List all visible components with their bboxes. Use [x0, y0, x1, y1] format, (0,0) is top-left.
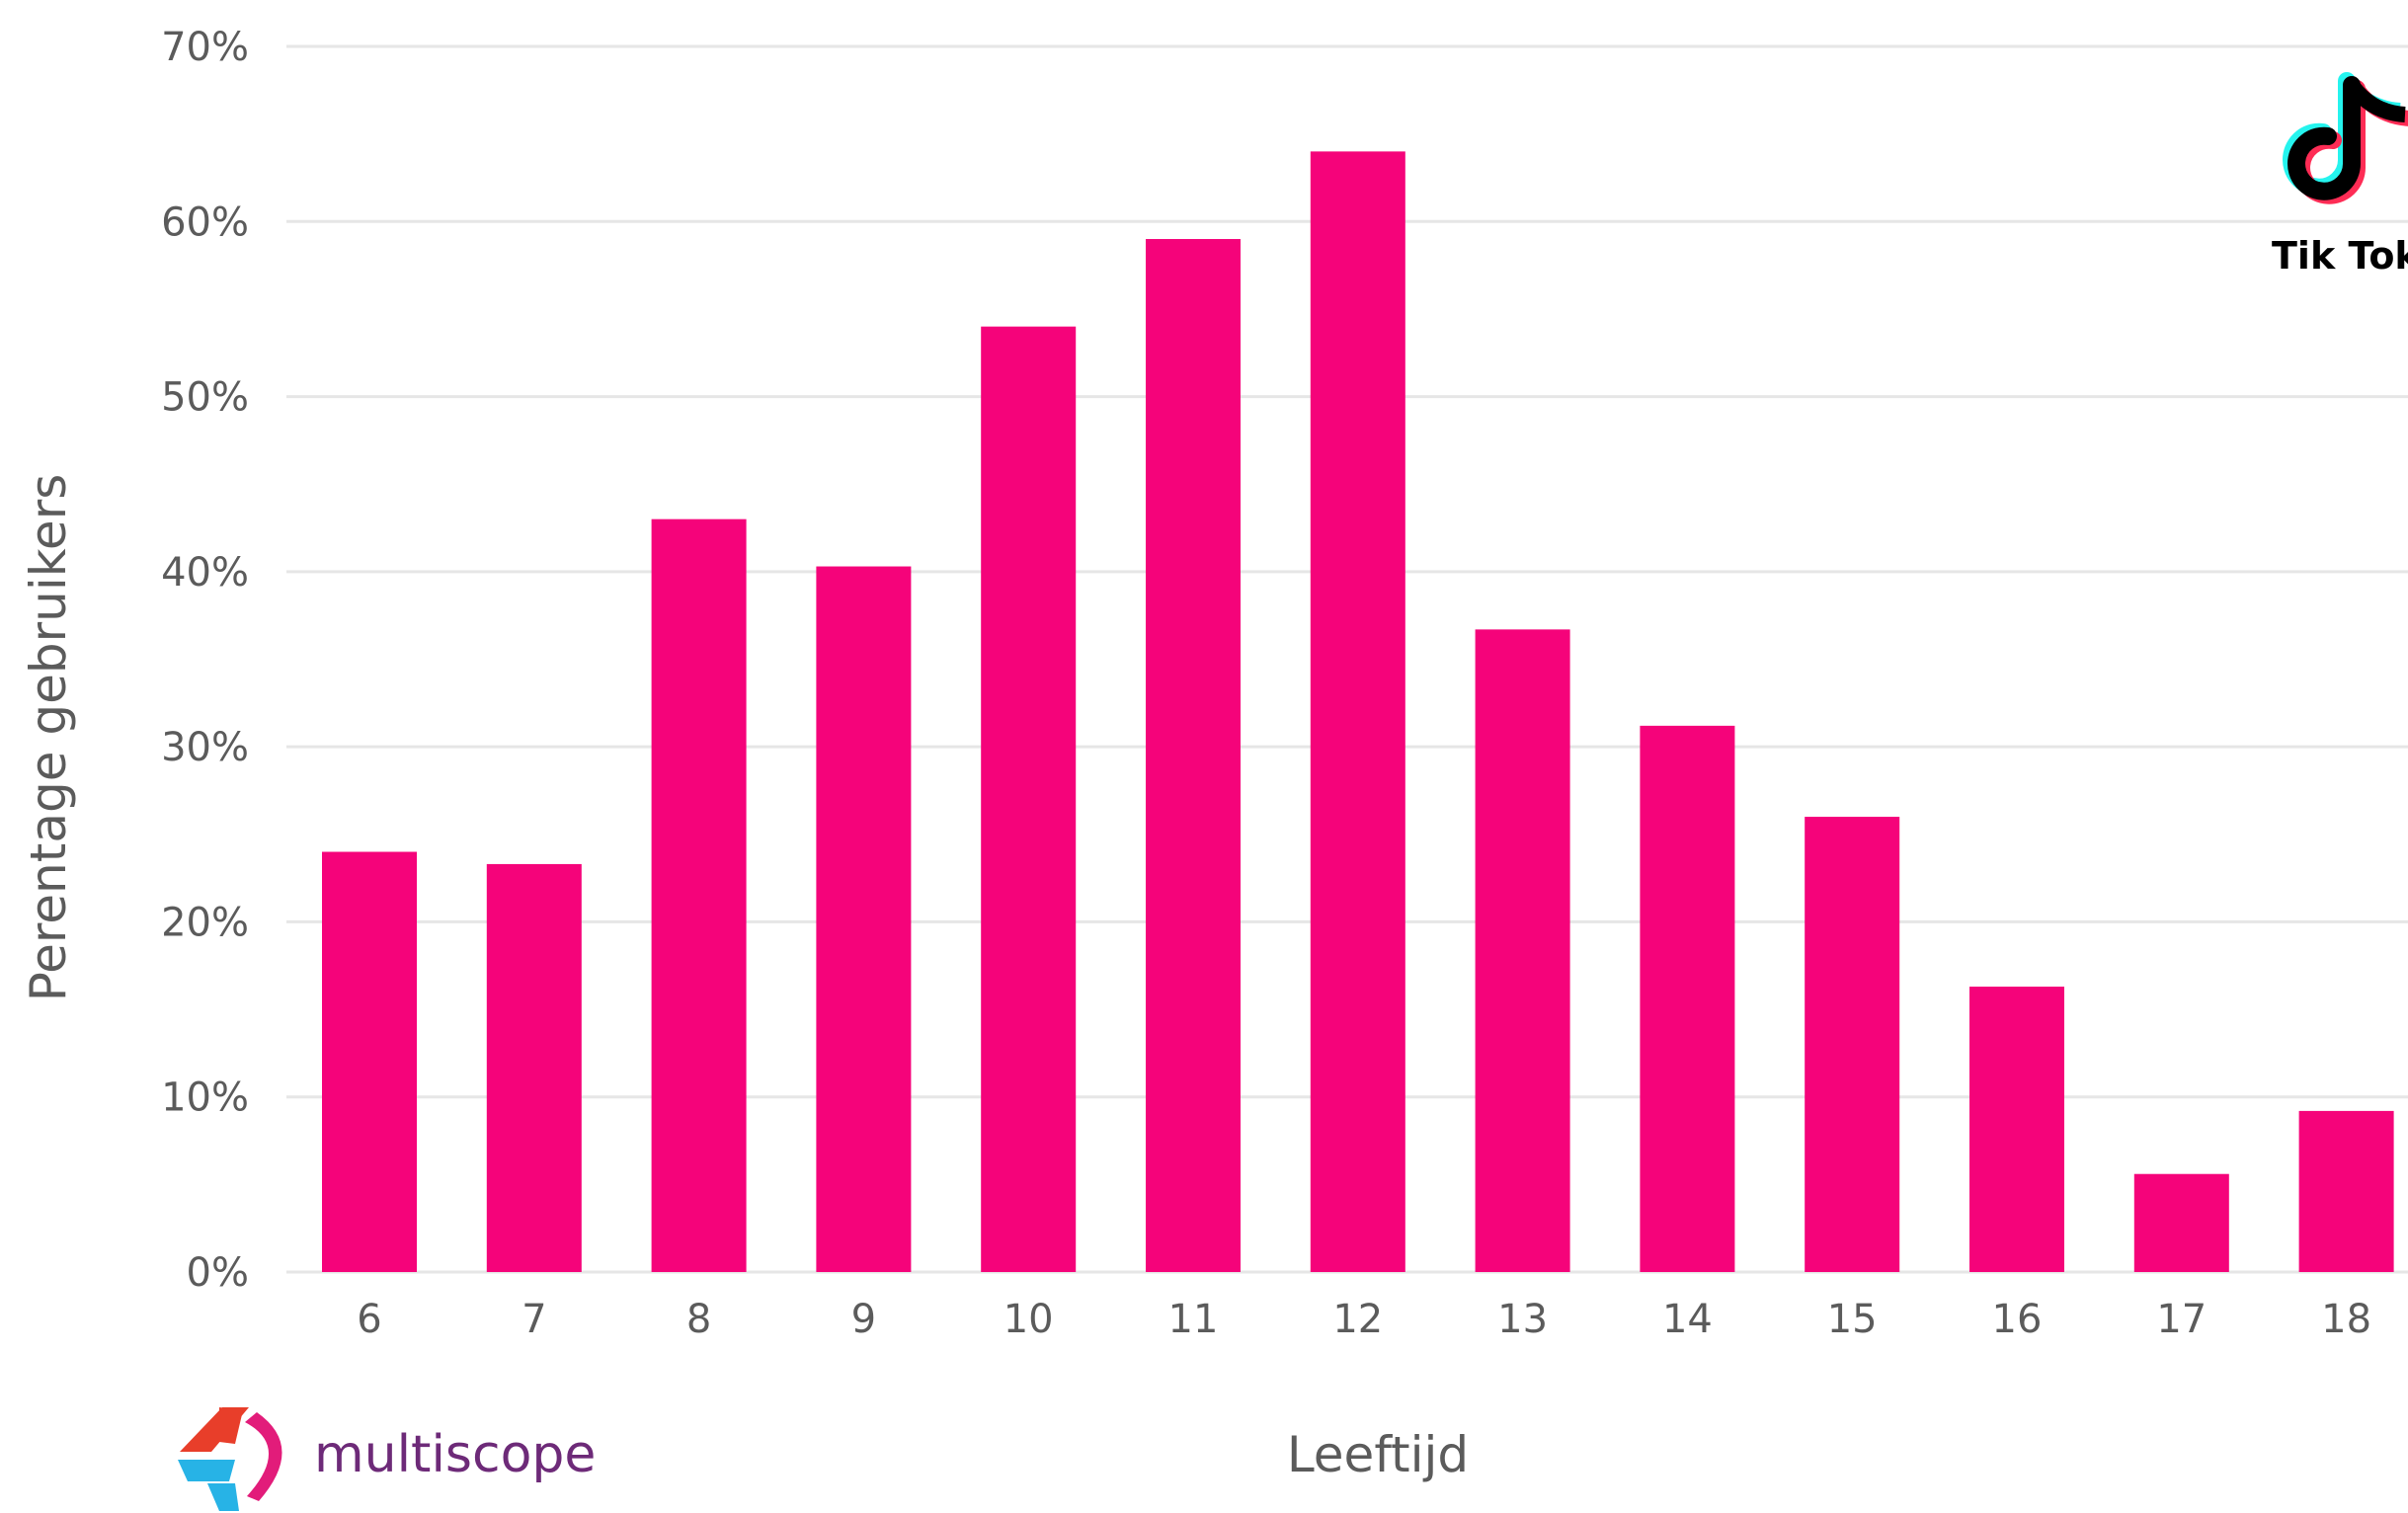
multiscope-logo-text: multiscope: [314, 1425, 596, 1484]
tiktok-logo: Tik Tok: [2272, 72, 2408, 278]
x-tick-label: 17: [2156, 1297, 2207, 1342]
x-tick-label: 15: [1827, 1297, 1878, 1342]
x-tick-label: 9: [851, 1297, 876, 1342]
x-tick-label: 14: [1662, 1297, 1713, 1342]
y-tick-label: 20%: [161, 900, 249, 945]
y-axis-title: Perentage gebruikers: [20, 474, 77, 1002]
multiscope-logo: multiscope: [178, 1407, 596, 1511]
x-axis-title: Leeftijd: [1287, 1426, 1469, 1483]
x-tick-label: 11: [1168, 1297, 1219, 1342]
y-tick-label: 10%: [161, 1075, 249, 1121]
bar-age-13: [1475, 629, 1570, 1272]
bar-age-12: [1310, 151, 1405, 1272]
x-tick-label: 13: [1497, 1297, 1548, 1342]
x-tick-label: 10: [1003, 1297, 1054, 1342]
y-tick-label: 30%: [161, 725, 249, 770]
x-tick-label: 6: [357, 1297, 381, 1342]
y-tick-label: 60%: [161, 199, 249, 245]
bar-age-16: [1969, 987, 2064, 1272]
x-axis-ticks: 6 7 8 9 10 11 12 13 14 15 16 17 18: [357, 1297, 2371, 1342]
bar-age-17: [2133, 1173, 2229, 1272]
x-tick-label: 7: [522, 1297, 546, 1342]
multiscope-logo-icon: [178, 1407, 282, 1511]
bar-age-18: [2298, 1110, 2394, 1272]
bar-age-7: [486, 863, 582, 1272]
x-tick-label: 18: [2321, 1297, 2371, 1342]
tiktok-note-icon: [2283, 72, 2408, 204]
y-tick-label: 70%: [161, 25, 249, 70]
bar-age-8: [651, 518, 747, 1272]
y-tick-label: 40%: [161, 550, 249, 596]
bar-age-11: [1146, 239, 1241, 1272]
bar-age-14: [1640, 725, 1735, 1272]
y-tick-label: 50%: [161, 375, 249, 421]
tiktok-label: Tik Tok: [2272, 234, 2408, 278]
x-tick-label: 12: [1332, 1297, 1383, 1342]
x-tick-label: 16: [1992, 1297, 2043, 1342]
bars: [322, 151, 2394, 1273]
x-tick-label: 8: [686, 1297, 711, 1342]
y-axis-ticks: 0% 10% 20% 30% 40% 50% 60% 70%: [161, 25, 249, 1296]
y-tick-label: 0%: [187, 1250, 249, 1296]
bar-age-15: [1805, 817, 1900, 1272]
bar-age-9: [816, 566, 912, 1272]
bar-age-6: [322, 851, 417, 1272]
bar-age-10: [981, 326, 1077, 1273]
